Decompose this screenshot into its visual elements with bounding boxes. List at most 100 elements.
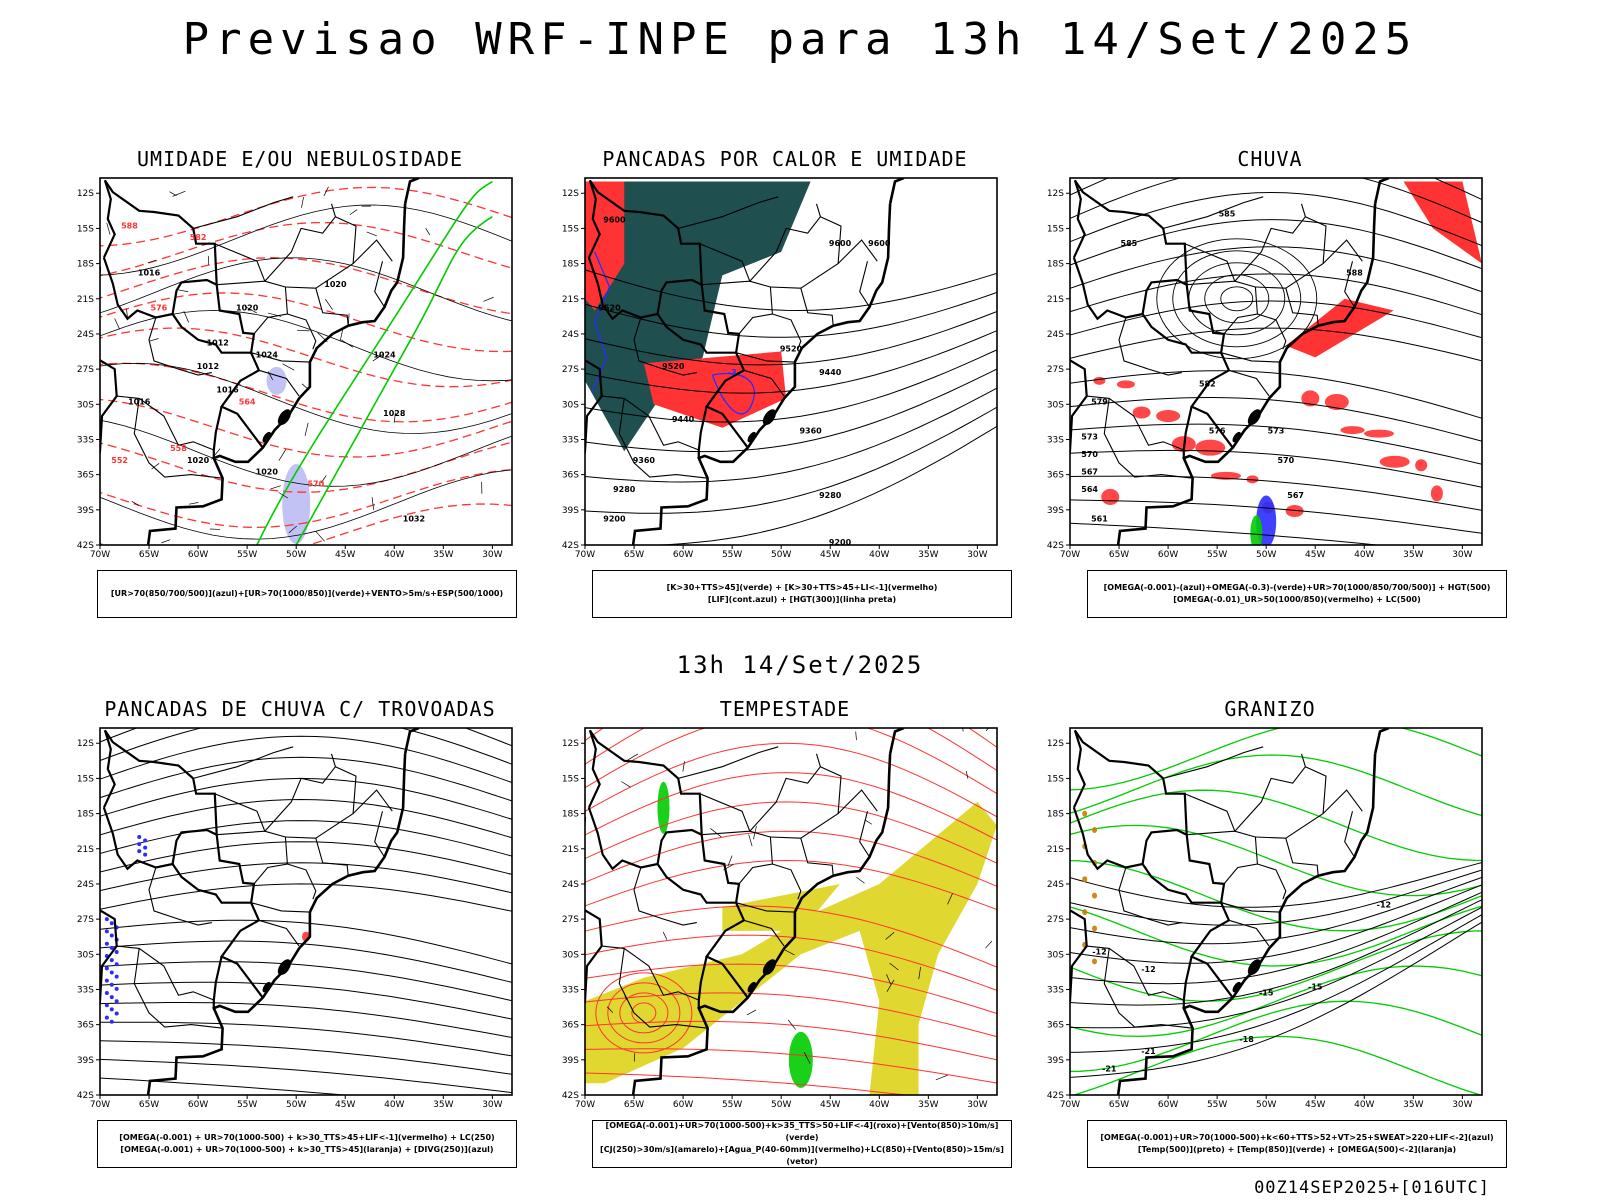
state-border — [1220, 902, 1280, 913]
lon-label: 40W — [384, 550, 404, 560]
legend-line: [Temp(500)](preto) + [Temp(850)](verde) … — [1137, 1145, 1457, 1154]
lat-label: 12S — [1047, 189, 1064, 199]
streamline — [585, 1020, 997, 1061]
lon-label: 55W — [237, 550, 257, 560]
lat-label: 12S — [562, 739, 579, 749]
lon-label: 30W — [967, 1100, 987, 1110]
contour-label: 1020 — [187, 456, 210, 465]
country-border — [697, 406, 708, 459]
streamline — [100, 981, 512, 1020]
contour-label: 570 — [307, 479, 324, 488]
temp850-contour — [1070, 728, 1482, 791]
thickness-contour — [100, 327, 512, 388]
thickness-contour — [100, 221, 512, 277]
streamline — [1070, 327, 1482, 362]
state-border — [250, 352, 310, 363]
state-border — [133, 948, 223, 1029]
wind-vector — [727, 855, 733, 867]
lat-label: 24S — [562, 330, 579, 340]
panel-title-tempestade: TEMPESTADE — [719, 697, 851, 721]
lon-label: 65W — [139, 1100, 159, 1110]
omega500-area — [1092, 827, 1098, 834]
contour-label: -18 — [1239, 1035, 1254, 1044]
wind-vector — [151, 463, 160, 470]
panel-title-chuva: CHUVA — [1237, 147, 1303, 171]
lat-label: 24S — [77, 330, 94, 340]
lon-label: 50W — [1256, 1100, 1276, 1110]
contour-label: 1020 — [236, 303, 259, 312]
lagoon-marker — [747, 981, 756, 993]
country-border — [102, 179, 116, 259]
wind-vector — [270, 485, 281, 490]
divergence-dot — [109, 995, 114, 1000]
legend-line: [OMEGA(-0.001) + UR>70(1000-500) + k>30_… — [119, 1133, 495, 1142]
forecast-time-label: 13h 14/Set/2025 — [676, 651, 924, 679]
lat-label: 42S — [77, 541, 94, 551]
lon-label: 55W — [722, 1100, 742, 1110]
state-border — [772, 313, 802, 350]
lat-label: 12S — [1047, 739, 1064, 749]
state-border — [1228, 919, 1270, 947]
country-border — [587, 807, 737, 904]
lon-label: 45W — [820, 550, 840, 560]
state-border — [1118, 317, 1182, 376]
lon-label: 65W — [139, 550, 159, 560]
lon-label: 45W — [335, 1100, 355, 1110]
rain-area — [1285, 504, 1304, 517]
temp500-contour — [1070, 884, 1482, 964]
country-border — [171, 828, 218, 865]
streamline — [1070, 449, 1482, 488]
hgt500-contour — [1172, 250, 1302, 348]
state-border — [743, 369, 785, 397]
lat-label: 24S — [77, 880, 94, 890]
state-border — [1103, 948, 1193, 1029]
streamline — [1070, 370, 1482, 419]
lon-label: 70W — [90, 550, 110, 560]
divergence-dot — [109, 958, 114, 963]
streamline — [585, 905, 997, 968]
lat-label: 24S — [562, 880, 579, 890]
divergence-dot — [104, 917, 109, 922]
state-border — [633, 867, 697, 926]
contour-label: 9600 — [868, 239, 891, 248]
contour-label: 1012 — [207, 339, 229, 348]
state-border — [133, 398, 223, 479]
state-border — [1163, 196, 1264, 229]
contour-label: 585 — [1121, 239, 1138, 248]
wind-vector — [371, 497, 375, 511]
lc850-streamline — [607, 982, 681, 1044]
state-border — [1257, 863, 1287, 900]
lon-label: 55W — [722, 550, 742, 560]
rain-area — [1324, 393, 1349, 410]
lat-label: 36S — [562, 1021, 579, 1031]
temp850-contour — [1070, 1000, 1482, 1073]
lon-label: 50W — [771, 1100, 791, 1110]
contour-label: 1024 — [256, 350, 279, 359]
lat-label: 42S — [562, 541, 579, 551]
wind-vector — [320, 475, 327, 484]
wind-vector — [366, 231, 377, 237]
lon-label: 60W — [1158, 1100, 1178, 1110]
state-border — [374, 261, 385, 308]
contour-label: 9200 — [603, 515, 626, 524]
contour-label: 570 — [1277, 456, 1294, 465]
lat-label: 30S — [77, 950, 94, 960]
state-border — [1103, 398, 1193, 479]
country-border — [102, 729, 116, 809]
streamline — [585, 728, 997, 748]
lat-label: 27S — [1047, 915, 1064, 925]
lat-label: 39S — [562, 1056, 579, 1066]
lat-label: 21S — [77, 295, 94, 305]
state-border — [250, 902, 310, 913]
state-border — [214, 243, 266, 282]
thickness-contour — [100, 362, 512, 423]
temp850-contour — [1070, 965, 1482, 1038]
humidity-lower-contour — [295, 216, 493, 545]
wind-vector — [323, 186, 329, 197]
legend-pancadas-calor: [K>30+TTS>45](verde) + [K>30+TTS>45+LI<-… — [592, 570, 1012, 618]
instability-area — [585, 181, 625, 311]
state-border — [116, 395, 215, 451]
legend-trovoadas: [OMEGA(-0.001) + UR>70(1000-500) + k>30_… — [97, 1120, 517, 1168]
contour-label: 564 — [239, 397, 256, 406]
country-border — [587, 257, 737, 354]
